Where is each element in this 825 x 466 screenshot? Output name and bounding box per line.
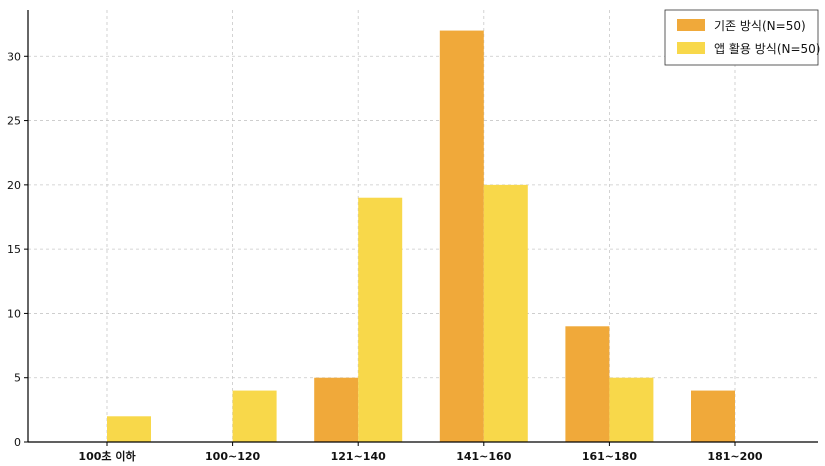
bar-series-2 xyxy=(609,377,654,442)
bar-series-1 xyxy=(314,377,359,442)
bar-series-1 xyxy=(691,390,735,442)
legend-swatch-1 xyxy=(677,19,705,31)
grid-lines xyxy=(28,10,818,442)
bar-series-2 xyxy=(358,197,403,442)
legend-label-1: 기존 방식(N=50) xyxy=(714,19,806,33)
x-tick-label: 161~180 xyxy=(582,450,637,463)
x-ticks: 100초 이하 100~120 121~140 141~160 161~180 181~2… xyxy=(78,442,763,463)
legend-label-2: 앱 활용 방식(N=50) xyxy=(714,42,821,56)
legend-swatch-2 xyxy=(677,42,705,54)
legend: 기존 방식(N=50) 앱 활용 방식(N=50) xyxy=(664,9,821,66)
y-tick-label: 15 xyxy=(7,243,21,256)
y-tick-label: 20 xyxy=(7,179,21,192)
x-tick-label: 100초 이하 xyxy=(78,449,136,463)
y-tick-label: 10 xyxy=(7,307,21,320)
bar-series-2 xyxy=(483,184,528,442)
x-tick-label: 100~120 xyxy=(205,450,260,463)
bar-series-1 xyxy=(565,326,610,442)
bar-series-1 xyxy=(439,30,484,442)
x-tick-label: 141~160 xyxy=(456,450,511,463)
x-tick-label: 121~140 xyxy=(331,450,386,463)
y-tick-label: 30 xyxy=(7,50,21,63)
bar-series-2 xyxy=(232,390,277,442)
bars xyxy=(107,30,735,442)
bar-series-2 xyxy=(107,416,151,442)
y-tick-label: 0 xyxy=(14,436,21,449)
x-tick-label: 181~200 xyxy=(707,450,762,463)
axes xyxy=(27,10,818,443)
y-ticks: 0 5 10 15 20 25 30 xyxy=(7,50,28,449)
y-tick-label: 25 xyxy=(7,115,21,128)
y-tick-label: 5 xyxy=(14,372,21,385)
